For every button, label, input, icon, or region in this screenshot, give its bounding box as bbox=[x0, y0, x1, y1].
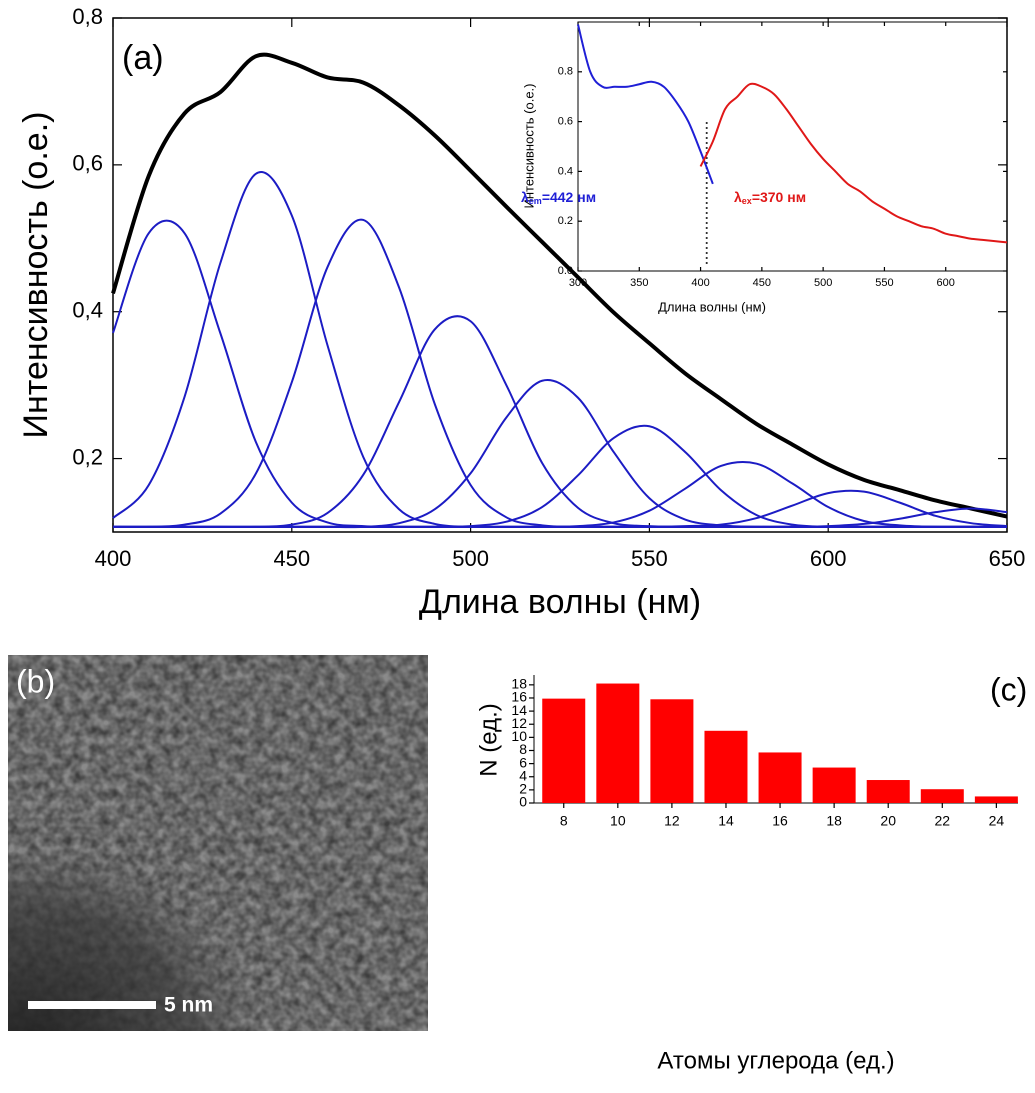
x-axis-label: Длина волны (нм) bbox=[658, 299, 766, 314]
x-axis-label: Длина волны (нм) bbox=[419, 583, 701, 621]
bar bbox=[650, 699, 694, 803]
y-tick-label: 0,2 bbox=[72, 444, 103, 469]
tem-image: 5 nm (b) bbox=[8, 655, 428, 1031]
bar bbox=[812, 767, 856, 803]
y-tick-label: 0,6 bbox=[72, 151, 103, 176]
panel-label: (c) bbox=[990, 671, 1027, 707]
scale-bar bbox=[28, 1001, 156, 1009]
x-tick-label: 22 bbox=[935, 813, 951, 829]
x-tick-label: 450 bbox=[753, 277, 771, 289]
line-series bbox=[699, 82, 1008, 244]
bar bbox=[704, 730, 748, 803]
annotation-text: =370 нм bbox=[752, 189, 806, 205]
bar bbox=[866, 780, 910, 803]
x-tick-label: 550 bbox=[875, 277, 893, 289]
annotation: λex=370 нм bbox=[734, 189, 806, 207]
annotation-text: =442 нм bbox=[542, 189, 596, 205]
line-series bbox=[113, 315, 1007, 529]
y-tick-label: 2 bbox=[519, 781, 527, 797]
x-tick-label: 20 bbox=[880, 813, 896, 829]
y-tick-label: 4 bbox=[519, 767, 527, 783]
line-series bbox=[113, 489, 1008, 528]
y-tick-label: 0 bbox=[519, 794, 527, 810]
x-tick-label: 400 bbox=[95, 546, 132, 571]
line-series bbox=[113, 507, 1008, 528]
y-axis-label: Интенсивность (о.е.) bbox=[17, 112, 55, 439]
y-tick-label: 0.2 bbox=[558, 215, 573, 227]
y-tick-label: 12 bbox=[511, 715, 527, 731]
y-tick-label: 14 bbox=[511, 702, 527, 718]
line-series bbox=[113, 424, 1007, 529]
y-axis-label: Интенсивность (о.е.) bbox=[521, 84, 536, 209]
y-tick-label: 0.0 bbox=[558, 265, 573, 277]
x-tick-label: 18 bbox=[826, 813, 842, 829]
x-tick-label: 600 bbox=[937, 277, 955, 289]
x-tick-label: 350 bbox=[630, 277, 648, 289]
annotation-subscript: ex bbox=[742, 196, 752, 206]
panel-label: (b) bbox=[16, 663, 55, 699]
x-tick-label: 16 bbox=[772, 813, 788, 829]
x-tick-label: 14 bbox=[718, 813, 734, 829]
x-tick-label: 450 bbox=[273, 546, 310, 571]
annotation-symbol: λ bbox=[734, 189, 742, 205]
y-tick-label: 18 bbox=[511, 676, 527, 692]
bar bbox=[596, 683, 640, 803]
y-tick-label: 16 bbox=[511, 689, 527, 705]
plot-frame bbox=[112, 17, 1008, 533]
y-tick-label: 0.6 bbox=[558, 116, 573, 128]
x-tick-label: 650 bbox=[989, 546, 1026, 571]
line-series bbox=[111, 52, 1008, 519]
x-tick-label: 500 bbox=[452, 546, 489, 571]
x-tick-label: 300 bbox=[569, 277, 587, 289]
annotation: λem=442 нм bbox=[521, 189, 596, 207]
bar bbox=[974, 796, 1018, 803]
line-series bbox=[113, 379, 1007, 529]
x-tick-label: 500 bbox=[814, 277, 832, 289]
x-tick-label: 10 bbox=[610, 813, 626, 829]
plot-frame bbox=[577, 21, 1008, 272]
y-tick-label: 0,8 bbox=[72, 4, 103, 29]
x-tick-label: 12 bbox=[664, 813, 680, 829]
x-tick-label: 550 bbox=[631, 546, 668, 571]
x-tick-label: 24 bbox=[989, 813, 1005, 829]
scale-bar-label: 5 nm bbox=[164, 994, 213, 1017]
annotation-symbol: λ bbox=[521, 189, 529, 205]
panel-label: (a) bbox=[122, 39, 164, 77]
y-tick-label: 0,4 bbox=[72, 298, 103, 323]
x-axis-label: Атомы углерода (ед.) bbox=[657, 1047, 894, 1074]
bar bbox=[758, 752, 802, 803]
x-tick-label: 600 bbox=[810, 546, 847, 571]
x-tick-label: 400 bbox=[691, 277, 709, 289]
x-tick-label: 8 bbox=[560, 813, 568, 829]
annotation-subscript: em bbox=[529, 196, 542, 206]
y-tick-label: 0.4 bbox=[558, 165, 573, 177]
y-tick-label: 8 bbox=[519, 741, 527, 757]
image-shadow bbox=[8, 655, 428, 1031]
line-series bbox=[577, 24, 714, 185]
y-tick-label: 6 bbox=[519, 754, 527, 770]
bar bbox=[542, 698, 586, 803]
y-tick-label: 0.8 bbox=[558, 66, 573, 78]
y-axis-label: N (ед.) bbox=[475, 703, 502, 776]
bar bbox=[920, 789, 964, 803]
y-tick-label: 10 bbox=[511, 728, 527, 744]
